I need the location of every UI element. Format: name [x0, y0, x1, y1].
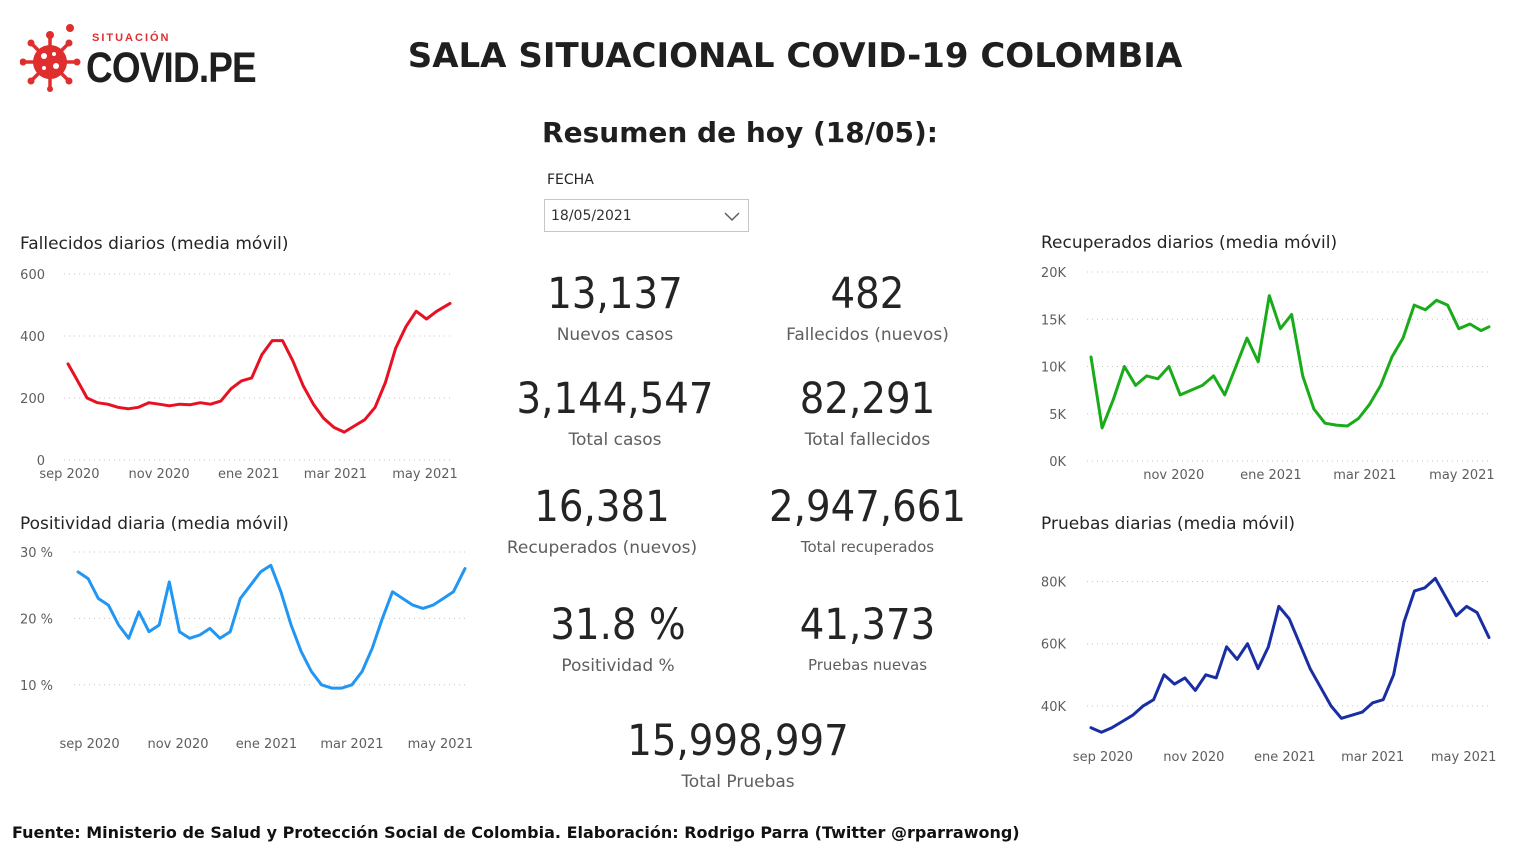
chart-title: Recuperados diarios (media móvil): [1041, 233, 1338, 253]
logo-kicker: SITUACIÓN: [92, 32, 171, 44]
chart-fallecidos-plot: 0 200 400 600 sep 2020 nov 2020 ene 2021 mar 20…: [20, 268, 458, 482]
kpi-total-fallecidos: 82,291 Total fallecidos: [740, 374, 995, 451]
x-tick-label: may 2021: [1431, 750, 1497, 765]
logo: SITUACIÓN COVID.PE: [20, 20, 257, 100]
summary-title: Resumen de hoy (18/05):: [542, 116, 938, 149]
series-line: [1089, 576, 1491, 734]
chart-title: Pruebas diarias (media móvil): [1041, 514, 1296, 534]
kpi-label: Positividad %: [561, 656, 675, 676]
kpi-label: Nuevos casos: [556, 325, 674, 345]
y-tick-label: 30 %: [20, 546, 53, 561]
chevron-down-icon[interactable]: [722, 206, 742, 226]
kpi-label: Recuperados (nuevos): [506, 538, 698, 558]
x-tick-label: may 2021: [392, 467, 458, 482]
y-tick-label: 60K: [1041, 638, 1067, 653]
y-tick-label: 10K: [1041, 361, 1067, 376]
x-tick-label: mar 2021: [320, 737, 383, 752]
y-tick-label: 40K: [1041, 700, 1067, 715]
x-tick-label: nov 2020: [1143, 468, 1204, 483]
x-tick-label: ene 2021: [1240, 468, 1301, 483]
kpi-value: 15,998,997: [627, 716, 849, 766]
x-tick-label: mar 2021: [1341, 750, 1404, 765]
y-tick-label: 400: [20, 330, 45, 345]
kpi-label: Total Pruebas: [681, 772, 795, 792]
x-tick-label: may 2021: [408, 737, 474, 752]
kpi-total-casos: 3,144,547 Total casos: [490, 374, 740, 451]
kpi-value: 41,373: [799, 600, 936, 650]
kpi-total-recuperados: 2,947,661 Total recuperados: [730, 482, 1005, 557]
y-tick-label: 200: [20, 392, 45, 407]
kpi-value: 16,381: [534, 482, 670, 532]
y-tick-label: 0: [37, 454, 45, 469]
y-tick-label: 5K: [1049, 408, 1066, 423]
x-tick-label: ene 2021: [218, 467, 279, 482]
kpi-value: 82,291: [799, 374, 936, 424]
kpi-total-pruebas: 15,998,997 Total Pruebas: [588, 716, 888, 793]
x-tick-label: mar 2021: [1333, 468, 1396, 483]
kpi-value: 13,137: [547, 269, 683, 319]
chart-positividad: Positividad diaria (media móvil) 10 % 20 …: [20, 514, 473, 759]
chart-title: Fallecidos diarios (media móvil): [20, 234, 289, 254]
x-tick-label: sep 2020: [39, 467, 99, 482]
chart-recuperados: Recuperados diarios (media móvil) 0K 5K 10…: [1041, 233, 1495, 488]
date-filter-label: FECHA: [547, 172, 594, 188]
y-tick-label: 10 %: [20, 679, 53, 694]
chart-positividad-plot: 10 % 20 % 30 % sep 2020 nov 2020 ene 2021 mar …: [20, 546, 473, 752]
kpi-value: 2,947,661: [769, 482, 966, 532]
kpi-pruebas-nuevas: 41,373 Pruebas nuevas: [740, 600, 995, 675]
kpi-nuevos-casos: 13,137 Nuevos casos: [490, 269, 740, 346]
x-tick-label: nov 2020: [147, 737, 208, 752]
series-line: [1089, 294, 1491, 430]
kpi-recuperados-nuevos: 16,381 Recuperados (nuevos): [477, 482, 727, 559]
kpi-value: 3,144,547: [516, 374, 714, 424]
kpi-label: Pruebas nuevas: [807, 656, 928, 674]
x-tick-label: mar 2021: [304, 467, 367, 482]
y-tick-label: 20K: [1041, 266, 1067, 281]
y-tick-label: 15K: [1041, 313, 1067, 328]
kpi-positividad: 31.8 % Positividad %: [493, 600, 743, 677]
logo-name: COVID.PE: [86, 44, 257, 92]
kpi-label: Fallecidos (nuevos): [786, 325, 949, 345]
kpi-label: Total fallecidos: [804, 430, 931, 450]
chart-recuperados-plot: 0K 5K 10K 15K 20K nov 2020 ene 2021 mar 2021 may…: [1041, 266, 1495, 483]
source-note: Fuente: Ministerio de Salud y Protección…: [12, 823, 1020, 842]
page-title: SALA SITUACIONAL COVID-19 COLOMBIA: [407, 36, 1183, 76]
kpi-label: Total recuperados: [800, 538, 935, 556]
x-tick-label: sep 2020: [59, 737, 119, 752]
x-tick-label: nov 2020: [129, 467, 190, 482]
date-filter-dropdown[interactable]: 18/05/2021: [544, 199, 749, 232]
chart-fallecidos: Fallecidos diarios (media móvil) 0 200 400…: [20, 234, 470, 489]
y-tick-label: 20 %: [20, 612, 53, 627]
chart-title: Positividad diaria (media móvil): [20, 514, 289, 534]
chart-pruebas-plot: 40K 60K 80K sep 2020 nov 2020 ene 2021 mar 202…: [1041, 576, 1497, 765]
y-tick-label: 600: [20, 268, 45, 283]
x-tick-label: ene 2021: [1254, 750, 1315, 765]
kpi-fallecidos-nuevos: 482 Fallecidos (nuevos): [740, 269, 995, 346]
chart-pruebas: Pruebas diarias (media móvil) 40K 60K 80K s…: [1041, 514, 1497, 774]
kpi-label: Total casos: [568, 430, 662, 450]
x-tick-label: nov 2020: [1163, 750, 1224, 765]
kpi-value: 31.8 %: [550, 600, 686, 650]
y-tick-label: 80K: [1041, 576, 1067, 591]
series-line: [66, 301, 452, 434]
y-tick-label: 0K: [1049, 455, 1066, 470]
series-line: [76, 563, 467, 690]
virus-icon: [20, 24, 81, 92]
x-tick-label: may 2021: [1429, 468, 1495, 483]
x-tick-label: ene 2021: [236, 737, 297, 752]
kpi-value: 482: [830, 269, 905, 319]
date-filter-value: 18/05/2021: [551, 208, 632, 224]
x-tick-label: sep 2020: [1073, 750, 1133, 765]
